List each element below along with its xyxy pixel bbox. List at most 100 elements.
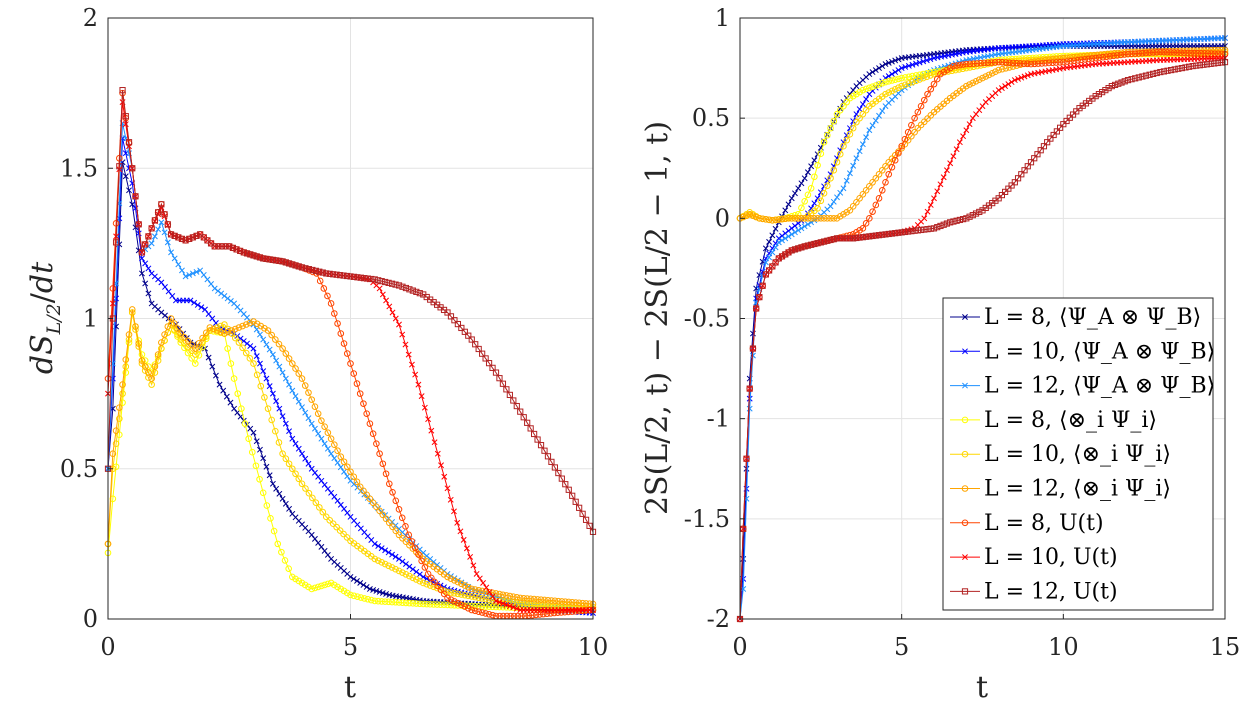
series-l12-ab-marker-34 <box>846 170 853 177</box>
series-l10-prod-marker-107 <box>475 594 482 602</box>
series-l8-ab-marker-6 <box>126 187 132 194</box>
series-l10-prod-marker-61 <box>316 504 323 511</box>
series-l8-prod-marker-112 <box>489 603 496 611</box>
series-l8-u-marker-61 <box>933 75 941 83</box>
series-l12-u-marker-40 <box>866 233 873 240</box>
series-l12-prod-marker-6 <box>125 331 133 338</box>
legend-0-marker-0 <box>962 314 968 320</box>
series-l12-prod-marker-78 <box>988 69 996 77</box>
series-l8-ab-marker-7 <box>129 201 136 208</box>
series-l8-ab-marker-17 <box>792 190 798 197</box>
series-l12-u-marker-104 <box>1073 108 1080 115</box>
series-l12-u-marker-74 <box>357 274 364 281</box>
series-l8-u-marker-51 <box>901 135 909 143</box>
series-l12-u-marker-116 <box>503 386 510 393</box>
series-l8-prod-marker-53 <box>289 573 296 581</box>
series-l12-u-marker-35 <box>226 243 233 250</box>
series-l10-prod-marker-103 <box>461 591 469 599</box>
series-l10-u-marker-74 <box>976 107 983 114</box>
series-l12-u-marker-71 <box>347 273 354 280</box>
series-l8-ab-marker-41 <box>869 69 876 76</box>
series-l12-prod-marker-40 <box>866 182 873 190</box>
series-l12-u-marker-57 <box>298 264 306 271</box>
legend-7-marker-0 <box>962 554 968 561</box>
series-l10-u-marker-102 <box>447 496 454 503</box>
legend-item-5: L = 12, ⟨⊗_i Ψ_i⟩ <box>950 477 1171 502</box>
series-l10-ab-marker-71 <box>344 509 351 516</box>
series-l12-u-marker-130 <box>1160 68 1168 75</box>
series-l10-ab-marker-39 <box>863 96 870 103</box>
series-l12-u-marker-124 <box>531 430 538 438</box>
series-l10-prod-marker-47 <box>888 87 896 95</box>
series-l12-ab-marker-49 <box>269 351 276 358</box>
series-l12-prod-marker-53 <box>289 360 296 367</box>
series-l12-prod-marker-12 <box>145 369 152 376</box>
series-l8-prod-marker-16 <box>788 213 796 220</box>
series-l10-prod-marker-50 <box>279 450 286 458</box>
x-tick-label-0: 0 <box>732 633 747 661</box>
series-l8-prod-marker-38 <box>234 390 242 397</box>
series-l10-u-marker-99 <box>438 462 444 469</box>
series-l8-u-marker-104 <box>1085 55 1092 63</box>
series-l12-u-marker-86 <box>399 283 406 290</box>
series-l12-u-group <box>736 58 1229 623</box>
series-l8-ab-marker-51 <box>279 495 286 502</box>
series-l10-prod-marker-46 <box>885 89 893 96</box>
series-l10-u-marker-120 <box>506 603 513 610</box>
series-l10-prod-marker-53 <box>289 465 296 473</box>
series-l12-u-marker-5 <box>122 113 129 120</box>
series-l10-ab-marker-11 <box>142 260 149 267</box>
series-l10-ab-marker-27 <box>198 304 205 311</box>
series-l10-u-marker-82 <box>383 297 390 304</box>
series-l12-prod-marker-80 <box>376 507 383 515</box>
series-l12-u-marker-111 <box>1095 91 1103 98</box>
series-l12-prod-group <box>104 306 597 608</box>
series-l12-ab-marker-36 <box>853 155 860 162</box>
series-l8-u-marker-72 <box>350 370 358 377</box>
series-l8-prod-marker-67 <box>334 583 341 591</box>
series-l10-prod-marker-36 <box>853 118 860 126</box>
series-l8-u-marker-111 <box>478 609 486 616</box>
series-l12-u-marker-118 <box>1118 79 1125 86</box>
series-l8-prod-marker-78 <box>371 597 379 605</box>
series-l8-u-marker-67 <box>334 320 341 327</box>
series-l8-ab-marker-73 <box>350 575 357 582</box>
series-l10-u-marker-87 <box>399 331 406 338</box>
series-l8-ab-marker-60 <box>308 531 315 538</box>
series-l10-ab-marker-13 <box>779 232 785 239</box>
series-l10-prod-marker-55 <box>916 76 923 83</box>
series-l12-u-marker-141 <box>1200 61 1207 68</box>
series-l8-ab-marker-80 <box>373 587 380 594</box>
series-l12-u-marker-39 <box>240 249 247 256</box>
series-l8-u-marker-84 <box>389 488 396 496</box>
series-l10-u-marker-67 <box>953 146 960 153</box>
series-l10-u-marker-58 <box>924 208 931 215</box>
series-l12-u-marker-137 <box>576 504 583 511</box>
series-l12-ab-marker-53 <box>282 375 289 382</box>
y-tick-label-2: 1 <box>83 305 98 333</box>
series-l8-ab-marker-82 <box>379 590 386 596</box>
series-l10-ab-marker-16 <box>158 279 165 286</box>
series-l12-prod-marker-30 <box>833 215 841 222</box>
series-l12-prod-marker-74 <box>975 76 983 84</box>
series-l8-prod-marker-32 <box>840 102 847 110</box>
series-l8-u-marker-72 <box>970 60 977 67</box>
series-l10-u-marker-66 <box>950 153 957 160</box>
series-l8-u-marker-60 <box>930 80 938 88</box>
series-l12-u-marker-54 <box>289 261 296 268</box>
series-l12-ab-marker-10 <box>769 249 776 256</box>
series-l12-prod-marker-12 <box>775 216 783 223</box>
series-l8-prod-marker-95 <box>430 601 437 608</box>
series-l12-ab-marker-28 <box>827 203 834 210</box>
series-l12-prod-marker-144 <box>1218 46 1225 54</box>
series-l10-u-marker-83 <box>1005 81 1012 88</box>
series-l8-ab-marker-36 <box>231 405 238 412</box>
series-l12-prod-marker-100 <box>1066 54 1074 61</box>
series-l12-u-marker-65 <box>326 270 333 277</box>
series-l12-u-marker-67 <box>953 217 960 224</box>
legend-label-7: L = 10, U(t) <box>984 545 1118 570</box>
series-l12-prod-marker-116 <box>499 591 507 599</box>
series-l12-prod-marker-52 <box>285 355 293 362</box>
series-l8-prod-marker-25 <box>188 355 195 362</box>
series-l12-u-marker-26 <box>820 238 828 245</box>
